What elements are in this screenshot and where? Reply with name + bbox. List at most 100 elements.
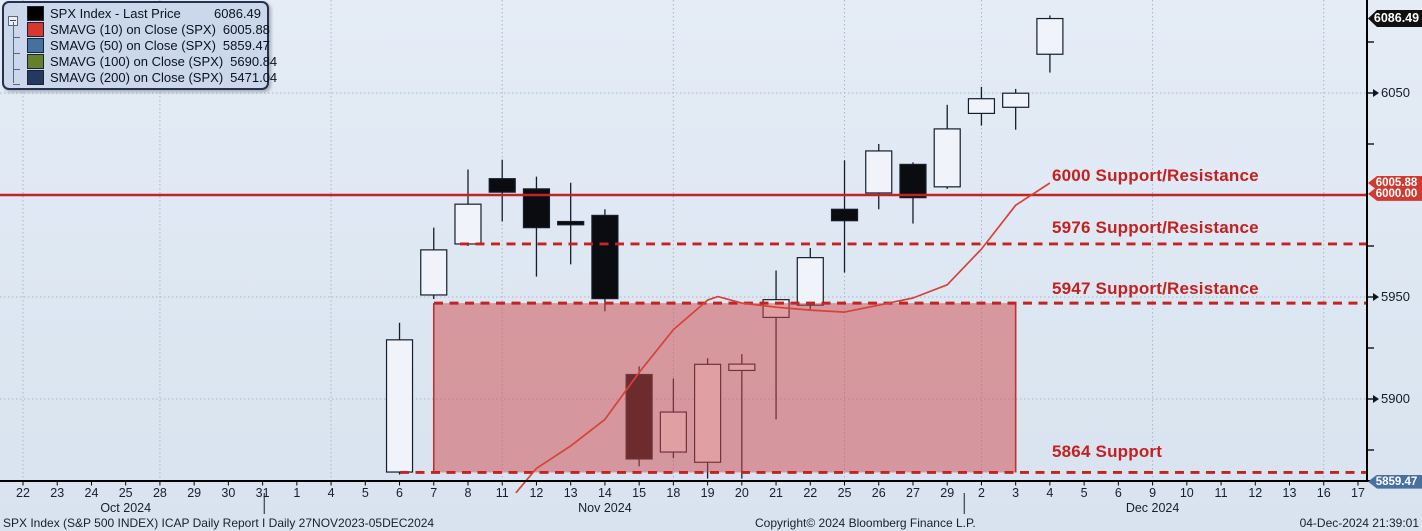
x-axis-month-label-oct: Oct 2024 (100, 501, 152, 515)
x-axis-date-label: 26 (871, 486, 886, 500)
x-axis-date-label: 6 (1114, 486, 1122, 500)
series-label: SMAVG (100) on Close (SPX) (50, 53, 224, 69)
x-axis-date-label: 30 (221, 486, 236, 500)
x-axis-date-label: 5 (1080, 486, 1088, 500)
x-axis-date-label: 2 (977, 486, 985, 500)
y-axis-label-6050: 6050 (1373, 85, 1410, 100)
x-axis-date-label: 14 (597, 486, 612, 500)
x-axis-date-label: 21 (769, 486, 783, 500)
x-axis-date-label: 22 (16, 486, 30, 500)
footer-copyright: Copyright© 2024 Bloomberg Finance L.P. (755, 516, 976, 530)
series-value: 5859.47 (222, 37, 270, 53)
legend-tree-line (13, 22, 14, 83)
series-value: 6086.49 (214, 6, 261, 22)
support-resistance-label-5947: 5947 Support/Resistance (1052, 279, 1259, 298)
x-axis-month-label-dec: Dec 2024 (1125, 501, 1180, 515)
x-axis-date-label: 31 (255, 486, 270, 500)
legend-panel: SPX Index - Last Price 6086.49 SMAVG (10… (2, 1, 277, 90)
candle-nov-26-body (865, 150, 893, 194)
footer-timestamp: 04-Dec-2024 21:39:01 (1299, 516, 1419, 530)
x-axis-date-label: 20 (734, 486, 749, 500)
x-axis-date-label: 28 (152, 486, 167, 500)
axis-pointer-icon (1373, 292, 1379, 301)
x-axis-date-label: 1 (293, 486, 301, 500)
x-axis-date-label: 5 (361, 486, 369, 500)
support-resistance-label-6000: 6000 Support/Resistance (1052, 166, 1259, 185)
candle-nov-11-body (488, 178, 516, 193)
price-badge-6000-line: 6000.00 (1368, 186, 1422, 201)
series-value: 5471.04 (230, 69, 278, 85)
candle-nov-13-body (557, 220, 585, 226)
x-axis-date-label: 23 (50, 486, 65, 500)
support-zone (433, 303, 1016, 473)
series-label: SMAVG (200) on Close (SPX) (50, 69, 224, 85)
sma10-line (515, 182, 1051, 494)
axis-pointer-icon (1373, 88, 1379, 97)
series-label: SMAVG (50) on Close (SPX) (50, 37, 216, 53)
x-axis-date-label: 10 (1179, 486, 1194, 500)
x-axis-date-label: 17 (1351, 486, 1365, 500)
x-axis-date-label: 18 (666, 486, 681, 500)
x-axis-date-label: 4 (1046, 486, 1054, 500)
candle-nov-25-body (830, 208, 859, 222)
x-axis-date-label: 25 (837, 486, 852, 500)
x-axis-date-label: 13 (563, 486, 578, 500)
legend-row-smavg-10[interactable]: SMAVG (10) on Close (SPX) 6005.88 (10, 22, 270, 38)
x-axis-date-label: 7 (430, 486, 438, 500)
candle-nov-14-body (591, 214, 619, 300)
candle-nov-27-body (899, 163, 927, 199)
series-value: 6005.88 (222, 22, 270, 38)
x-axis-date-label: 8 (464, 486, 472, 500)
x-axis-date-label: 11 (1214, 486, 1228, 500)
x-axis-date-label: 9 (1149, 486, 1157, 500)
series-value: 5690.84 (230, 53, 278, 69)
series-color-swatch (27, 53, 44, 69)
x-axis-date-label: 22 (803, 486, 818, 500)
x-axis-date-label: 15 (632, 486, 647, 500)
series-label: SPX Index - Last Price (50, 6, 181, 22)
x-axis-date-label: 29 (187, 486, 202, 500)
series-color-swatch (27, 69, 44, 85)
series-color-swatch (27, 6, 44, 22)
series-color-swatch (27, 22, 44, 38)
x-axis-date-label: 12 (1248, 486, 1263, 500)
series-label: SMAVG (10) on Close (SPX) (50, 22, 216, 38)
support-resistance-label-5976: 5976 Support/Resistance (1052, 218, 1259, 237)
x-axis-date-label: 3 (1012, 486, 1020, 500)
candle-dec-2-body (967, 98, 996, 114)
x-axis-date-label: 25 (118, 486, 133, 500)
x-axis-date-label: 4 (327, 486, 335, 500)
x-axis-date-label: 19 (700, 486, 715, 500)
candle-nov-8-body (454, 203, 482, 245)
price-badge-sma50: 5859.47 (1368, 474, 1422, 489)
candle-nov-6-body (385, 339, 414, 473)
price-badge-last: 6086.49 (1368, 10, 1422, 28)
x-axis-date-label: 27 (906, 486, 920, 500)
y-axis-label-5950: 5950 (1373, 289, 1410, 304)
candle-dec-4-body (1036, 17, 1064, 55)
candle-dec-3-body (1002, 92, 1030, 108)
candle-nov-7-body (420, 249, 448, 296)
series-color-swatch (27, 37, 44, 53)
footer-report-title: SPX Index (S&P 500 INDEX) ICAP Daily Rep… (3, 516, 435, 530)
x-axis-date-label: 12 (529, 486, 544, 500)
legend-row-smavg-50[interactable]: SMAVG (50) on Close (SPX) 5859.47 (10, 37, 270, 54)
x-axis-date-label: 6 (396, 486, 403, 500)
x-axis-date-label: 29 (940, 486, 955, 500)
x-axis-month-label-nov: Nov 2024 (578, 501, 632, 515)
x-axis-date-label: 11 (495, 486, 509, 500)
legend-row-last-price[interactable]: SPX Index - Last Price 6086.49 (10, 6, 261, 22)
x-axis-date-label: 13 (1282, 486, 1297, 500)
price-badge-sma10: 6005.88 (1368, 176, 1422, 190)
legend-row-smavg-200[interactable]: SMAVG (200) on Close (SPX) 5471.04 (10, 69, 277, 85)
y-axis-label-5900: 5900 (1373, 391, 1410, 406)
legend-row-smavg-100[interactable]: SMAVG (100) on Close (SPX) 5690.84 (10, 53, 277, 69)
candle-nov-29-body (933, 128, 961, 188)
axis-pointer-icon (1373, 394, 1379, 403)
x-axis-date-label: 24 (84, 486, 99, 500)
candle-nov-22-body (796, 257, 824, 306)
x-axis-date-label: 16 (1316, 486, 1331, 500)
support-label-5864: 5864 Support (1052, 442, 1163, 461)
